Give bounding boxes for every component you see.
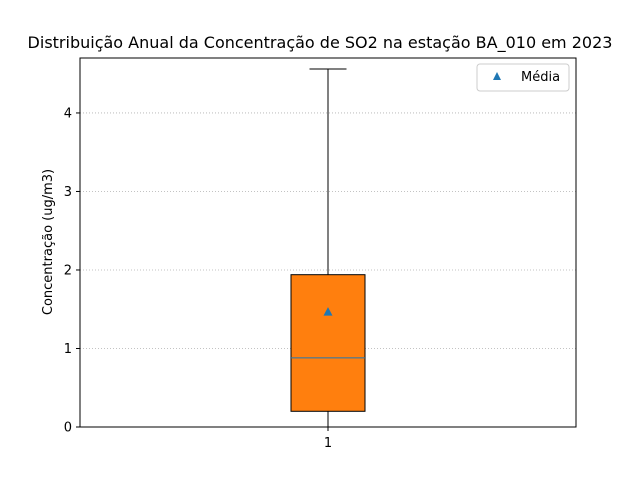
y-axis-label: Concentração (ug/m3) [41, 169, 56, 315]
chart-title: Distribuição Anual da Concentração de SO… [28, 33, 613, 53]
y-axis: 0 1 2 3 4 [64, 106, 80, 436]
boxplot [290, 68, 366, 428]
y-tick-label: 4 [64, 106, 72, 121]
legend-mean-marker [493, 72, 501, 80]
iqr-box [290, 274, 366, 412]
y-tick-label: 2 [64, 263, 72, 278]
y-tick-label: 3 [64, 185, 72, 200]
x-axis: 1 [324, 427, 332, 451]
y-tick-label: 1 [64, 342, 72, 357]
x-tick-label: 1 [324, 436, 332, 451]
legend-label: Média [521, 70, 560, 85]
legend: Média [476, 63, 570, 92]
y-tick-label: 0 [64, 421, 72, 436]
legend-frame [476, 63, 570, 92]
mean-marker [323, 307, 333, 316]
